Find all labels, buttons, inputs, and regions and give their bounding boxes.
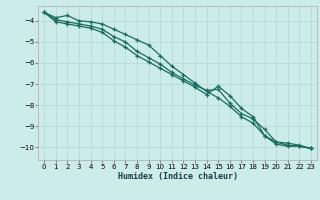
X-axis label: Humidex (Indice chaleur): Humidex (Indice chaleur) — [118, 172, 238, 181]
